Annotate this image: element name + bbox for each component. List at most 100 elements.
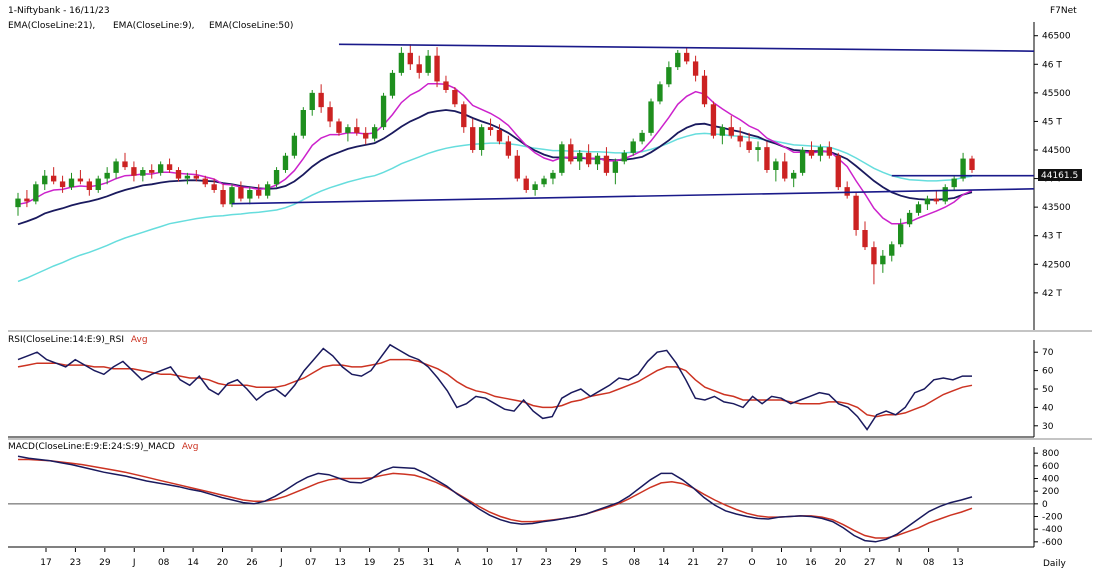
price-y-tick-label: 45500: [1042, 89, 1071, 99]
candle: [318, 84, 324, 113]
candle: [969, 155, 975, 173]
candle: [33, 181, 39, 205]
candle: [666, 61, 672, 88]
candle: [345, 124, 351, 142]
x-tick-label: O: [749, 558, 756, 568]
candle: [184, 172, 191, 185]
candle: [559, 141, 565, 176]
macd-y-tick-label: 400: [1042, 475, 1059, 485]
candle: [585, 144, 592, 168]
candle: [264, 181, 271, 199]
price-y-tick-label: 42 T: [1042, 289, 1062, 299]
ema50-line: [17, 132, 973, 283]
candle: [336, 118, 342, 136]
ema50-label: EMA(CloseLine:50): [209, 21, 293, 31]
candle: [282, 152, 289, 173]
candle: [291, 132, 298, 159]
candle: [309, 90, 315, 116]
x-tick-label: J: [132, 558, 136, 568]
candle: [862, 221, 868, 250]
macd-y-tick-label: -600: [1042, 538, 1063, 548]
candle: [577, 150, 583, 170]
candle: [327, 101, 333, 128]
candle: [684, 47, 690, 65]
candle: [273, 167, 280, 188]
x-tick-label: 13: [952, 558, 963, 568]
candle: [897, 218, 904, 248]
candle: [541, 175, 547, 188]
macd-series: [8, 455, 1034, 543]
candle: [906, 210, 913, 228]
x-tick-label: 17: [511, 558, 522, 568]
candle: [737, 127, 743, 148]
candle: [701, 70, 708, 108]
rsi-label: RSI(CloseLine:14:E:9)_RSI Avg: [8, 335, 148, 345]
x-tick-label: 13: [334, 558, 345, 568]
rsi-avg-line: [17, 358, 973, 418]
macd-avg-line: [18, 458, 973, 539]
candle: [149, 164, 155, 179]
candle: [826, 141, 833, 159]
candle: [639, 130, 645, 145]
candle: [817, 144, 824, 162]
ema50-path: [17, 132, 973, 283]
candle: [889, 241, 895, 262]
candle: [42, 170, 48, 190]
price-y-tick-label: 46 T: [1042, 60, 1062, 70]
x-tick-label: 08: [923, 558, 935, 568]
x-tick-label: S: [602, 558, 608, 568]
x-tick-label: 14: [187, 558, 199, 568]
chart-title: 1-Niftybank - 16/11/23: [8, 6, 110, 16]
x-tick-label: 17: [40, 558, 51, 568]
x-tick-label: 29: [99, 558, 111, 568]
candle: [728, 115, 734, 139]
candle: [24, 190, 30, 208]
x-tick-label: 21: [687, 558, 698, 568]
price-y-tick-label: 42500: [1042, 260, 1071, 270]
x-tick-label: J: [279, 558, 283, 568]
price-y-tick-label: 44500: [1042, 146, 1071, 156]
candle: [915, 201, 922, 216]
candle: [425, 50, 431, 76]
candle: [933, 190, 940, 205]
rsi-y-tick-label: 70: [1042, 348, 1054, 358]
candle: [514, 150, 520, 182]
candle: [657, 81, 663, 105]
macd-panel: MACD(CloseLine:E:9:E:24:S:9)_MACD Avg 80…: [8, 442, 1063, 548]
candle: [443, 75, 449, 93]
candle: [371, 124, 378, 142]
candle: [95, 175, 101, 193]
candle: [844, 181, 850, 199]
x-tick-label: A: [455, 558, 462, 568]
candle: [416, 55, 422, 79]
candle: [799, 147, 806, 176]
x-tick-label: 23: [70, 558, 81, 568]
x-tick-label: 26: [246, 558, 258, 568]
candle: [104, 167, 110, 185]
x-tick-label: 27: [864, 558, 875, 568]
candle: [675, 50, 681, 70]
rsi-y-tick-label: 60: [1042, 367, 1054, 377]
x-tick-label: 07: [305, 558, 316, 568]
candle: [380, 92, 387, 130]
x-tick-label: 20: [835, 558, 847, 568]
candle: [407, 44, 413, 70]
rsi-label-main: RSI(CloseLine:14:E:9)_RSI: [8, 335, 124, 345]
macd-y-axis: 800 600 400 200 0 -200 -400 -600: [1034, 449, 1063, 548]
candle: [808, 141, 815, 159]
macd-label-main: MACD(CloseLine:E:9:E:24:S:9)_MACD: [8, 442, 175, 452]
x-tick-label: 23: [540, 558, 551, 568]
candle: [719, 124, 726, 145]
rsi-y-tick-label: 50: [1042, 385, 1054, 395]
candle: [86, 178, 93, 196]
x-tick-label: 19: [364, 558, 376, 568]
x-tick-label: 31: [423, 558, 434, 568]
macd-line: [17, 455, 973, 543]
candle: [692, 55, 699, 82]
rsi-panel: RSI(CloseLine:14:E:9)_RSI Avg 70 60 50 40 30: [8, 335, 1054, 438]
rsi-y-axis: 70 60 50 40 30: [1034, 348, 1054, 432]
price-tag-value: 44161.5: [1041, 171, 1078, 181]
